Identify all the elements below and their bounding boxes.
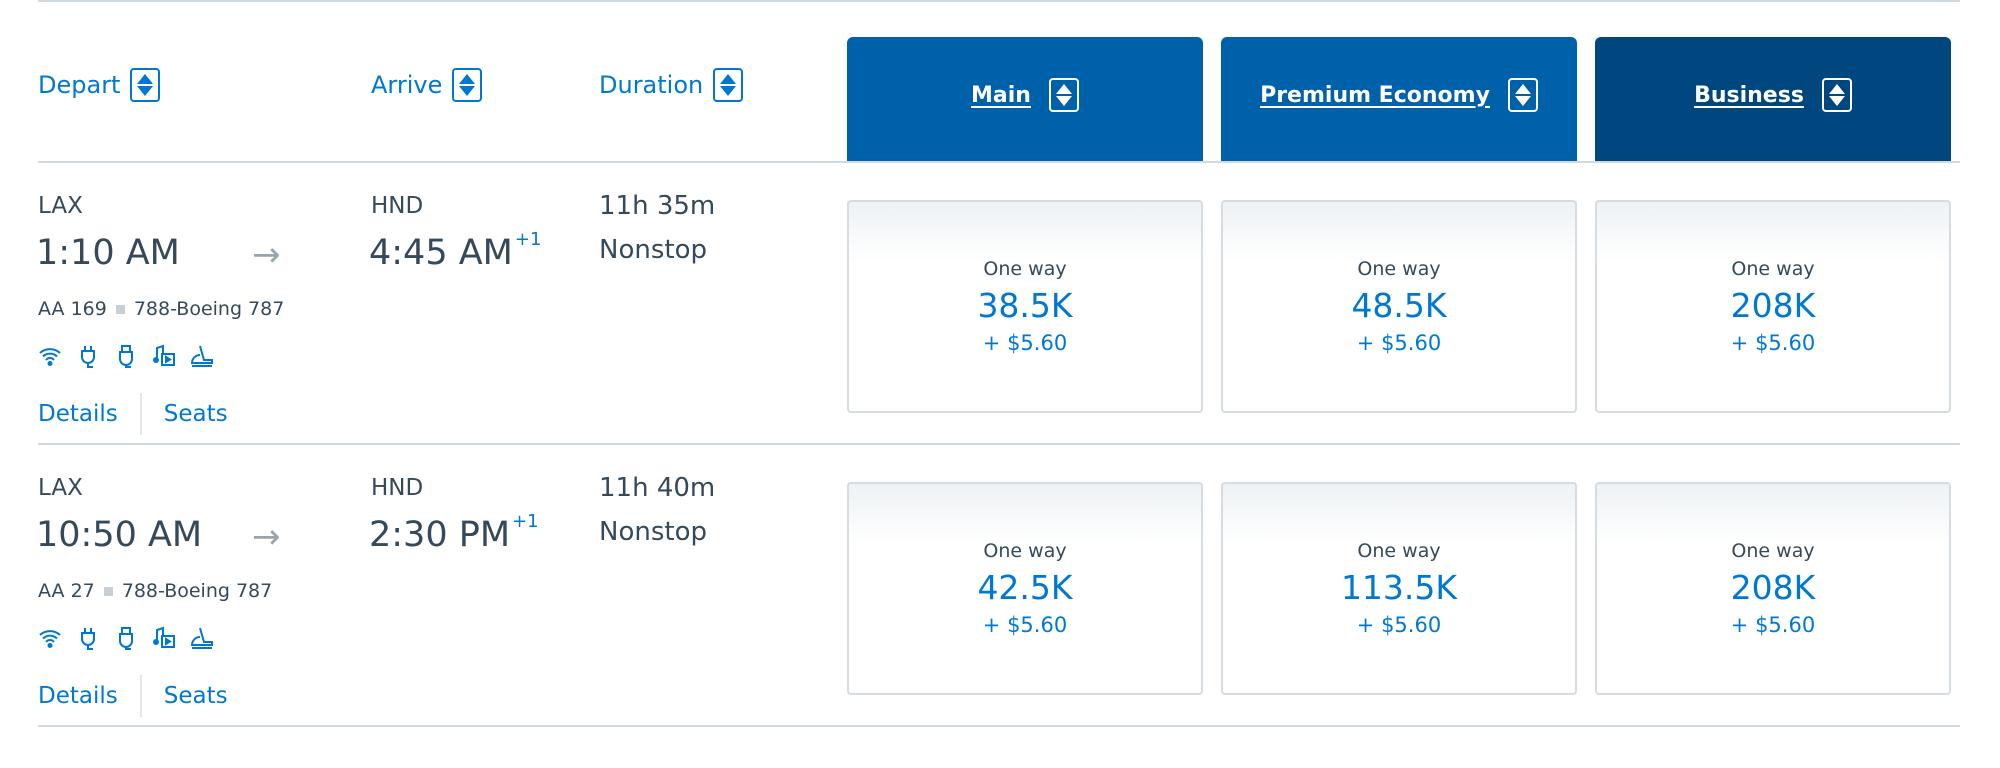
aircraft: 788-Boeing 787 — [133, 298, 285, 320]
fare-business[interactable]: One way 208K + $5.60 — [1595, 482, 1951, 695]
sort-icon — [1821, 78, 1852, 112]
tab-main[interactable]: Main — [847, 37, 1203, 163]
origin-airport: LAX — [38, 475, 83, 501]
fare-premium-economy[interactable]: One way 113.5K + $5.60 — [1221, 482, 1577, 695]
duration-label: Duration — [599, 71, 704, 99]
arrow-right-icon: → — [252, 235, 281, 275]
link-separator — [139, 393, 142, 435]
sort-arrive[interactable]: Arrive — [371, 68, 483, 102]
fare-tax: + $5.60 — [982, 331, 1068, 355]
fare-business[interactable]: One way 208K + $5.60 — [1595, 200, 1951, 413]
fare-tax: + $5.60 — [1730, 331, 1816, 355]
day-offset: +1 — [514, 229, 542, 250]
flight-row: LAX 10:50 AM → HND 2:30 PM +1 11h 40m Non… — [0, 445, 2000, 727]
fare-type: One way — [983, 258, 1067, 280]
flight-links: Details Seats — [38, 393, 228, 435]
flight-row: LAX 1:10 AM → HND 4:45 AM +1 11h 35m Nons… — [0, 163, 2000, 445]
fare-miles: 42.5K — [977, 568, 1073, 607]
amenities — [38, 343, 214, 369]
divider — [38, 161, 1960, 163]
destination-airport: HND — [371, 475, 424, 501]
flight-links: Details Seats — [38, 675, 228, 717]
separator — [103, 586, 113, 596]
sort-icon — [1507, 78, 1538, 112]
depart-time: 10:50 AM — [36, 515, 203, 555]
arrive-label: Arrive — [371, 71, 443, 99]
stops: Nonstop — [599, 517, 707, 547]
cabin-label: Premium Economy — [1260, 82, 1490, 108]
duration: 11h 35m — [599, 191, 716, 221]
sort-duration[interactable]: Duration — [599, 68, 744, 102]
fare-miles: 113.5K — [1340, 568, 1458, 607]
sort-icon — [452, 68, 483, 102]
depart-time: 1:10 AM — [36, 233, 180, 273]
arrive-time-value: 4:45 AM — [369, 233, 513, 273]
depart-label: Depart — [38, 71, 121, 99]
sort-icon — [1048, 78, 1079, 112]
fare-main[interactable]: One way 38.5K + $5.60 — [847, 200, 1203, 413]
destination-airport: HND — [371, 193, 424, 219]
fare-type: One way — [1357, 258, 1441, 280]
fare-premium-economy[interactable]: One way 48.5K + $5.60 — [1221, 200, 1577, 413]
lie-flat-seat-icon — [190, 345, 213, 367]
origin-airport: LAX — [38, 193, 83, 219]
flight-number: AA 169 — [38, 298, 107, 320]
details-link[interactable]: Details — [38, 401, 118, 427]
separator — [115, 304, 125, 314]
flight-info: AA 169 788-Boeing 787 — [38, 298, 284, 320]
duration: 11h 40m — [599, 473, 716, 503]
cabin-label: Business — [1694, 82, 1804, 108]
usb-icon — [119, 627, 133, 650]
day-offset: +1 — [512, 511, 539, 532]
fare-tax: + $5.60 — [1356, 613, 1442, 637]
tab-premium-economy[interactable]: Premium Economy — [1221, 37, 1577, 163]
stops: Nonstop — [599, 235, 707, 265]
arrive-time: 4:45 AM +1 — [369, 229, 541, 273]
fare-type: One way — [1731, 540, 1815, 562]
arrow-right-icon: → — [252, 517, 281, 557]
fare-type: One way — [1731, 258, 1815, 280]
wifi-icon — [39, 348, 61, 366]
power-outlet-icon — [81, 346, 95, 368]
fare-tax: + $5.60 — [982, 613, 1068, 637]
lie-flat-seat-icon — [190, 627, 213, 649]
fare-miles: 48.5K — [1351, 286, 1447, 325]
sort-icon — [130, 68, 161, 102]
arrive-time: 2:30 PM +1 — [369, 511, 539, 555]
fare-type: One way — [983, 540, 1067, 562]
top-divider — [38, 0, 1960, 2]
usb-icon — [119, 345, 133, 368]
sort-icon — [713, 68, 744, 102]
entertainment-icon — [153, 626, 175, 648]
results-header: Depart Arrive Duration Main Premium Econ… — [0, 0, 2000, 163]
seats-link[interactable]: Seats — [163, 683, 228, 709]
fare-miles: 208K — [1730, 286, 1816, 325]
divider — [38, 443, 1960, 445]
sort-depart[interactable]: Depart — [38, 68, 161, 102]
flight-info: AA 27 788-Boeing 787 — [38, 580, 272, 602]
divider — [38, 725, 1960, 727]
fare-type: One way — [1357, 540, 1441, 562]
fare-miles: 208K — [1730, 568, 1816, 607]
fare-main[interactable]: One way 42.5K + $5.60 — [847, 482, 1203, 695]
details-link[interactable]: Details — [38, 683, 118, 709]
fare-tax: + $5.60 — [1730, 613, 1816, 637]
wifi-icon — [39, 630, 61, 648]
link-separator — [139, 675, 142, 717]
fare-miles: 38.5K — [977, 286, 1073, 325]
flight-number: AA 27 — [38, 580, 95, 602]
tab-business[interactable]: Business — [1595, 37, 1951, 163]
seats-link[interactable]: Seats — [163, 401, 228, 427]
entertainment-icon — [153, 344, 175, 366]
arrive-time-value: 2:30 PM — [369, 515, 511, 555]
power-outlet-icon — [81, 628, 95, 650]
aircraft: 788-Boeing 787 — [121, 580, 273, 602]
cabin-label: Main — [971, 82, 1031, 108]
amenities — [38, 625, 214, 651]
fare-tax: + $5.60 — [1356, 331, 1442, 355]
